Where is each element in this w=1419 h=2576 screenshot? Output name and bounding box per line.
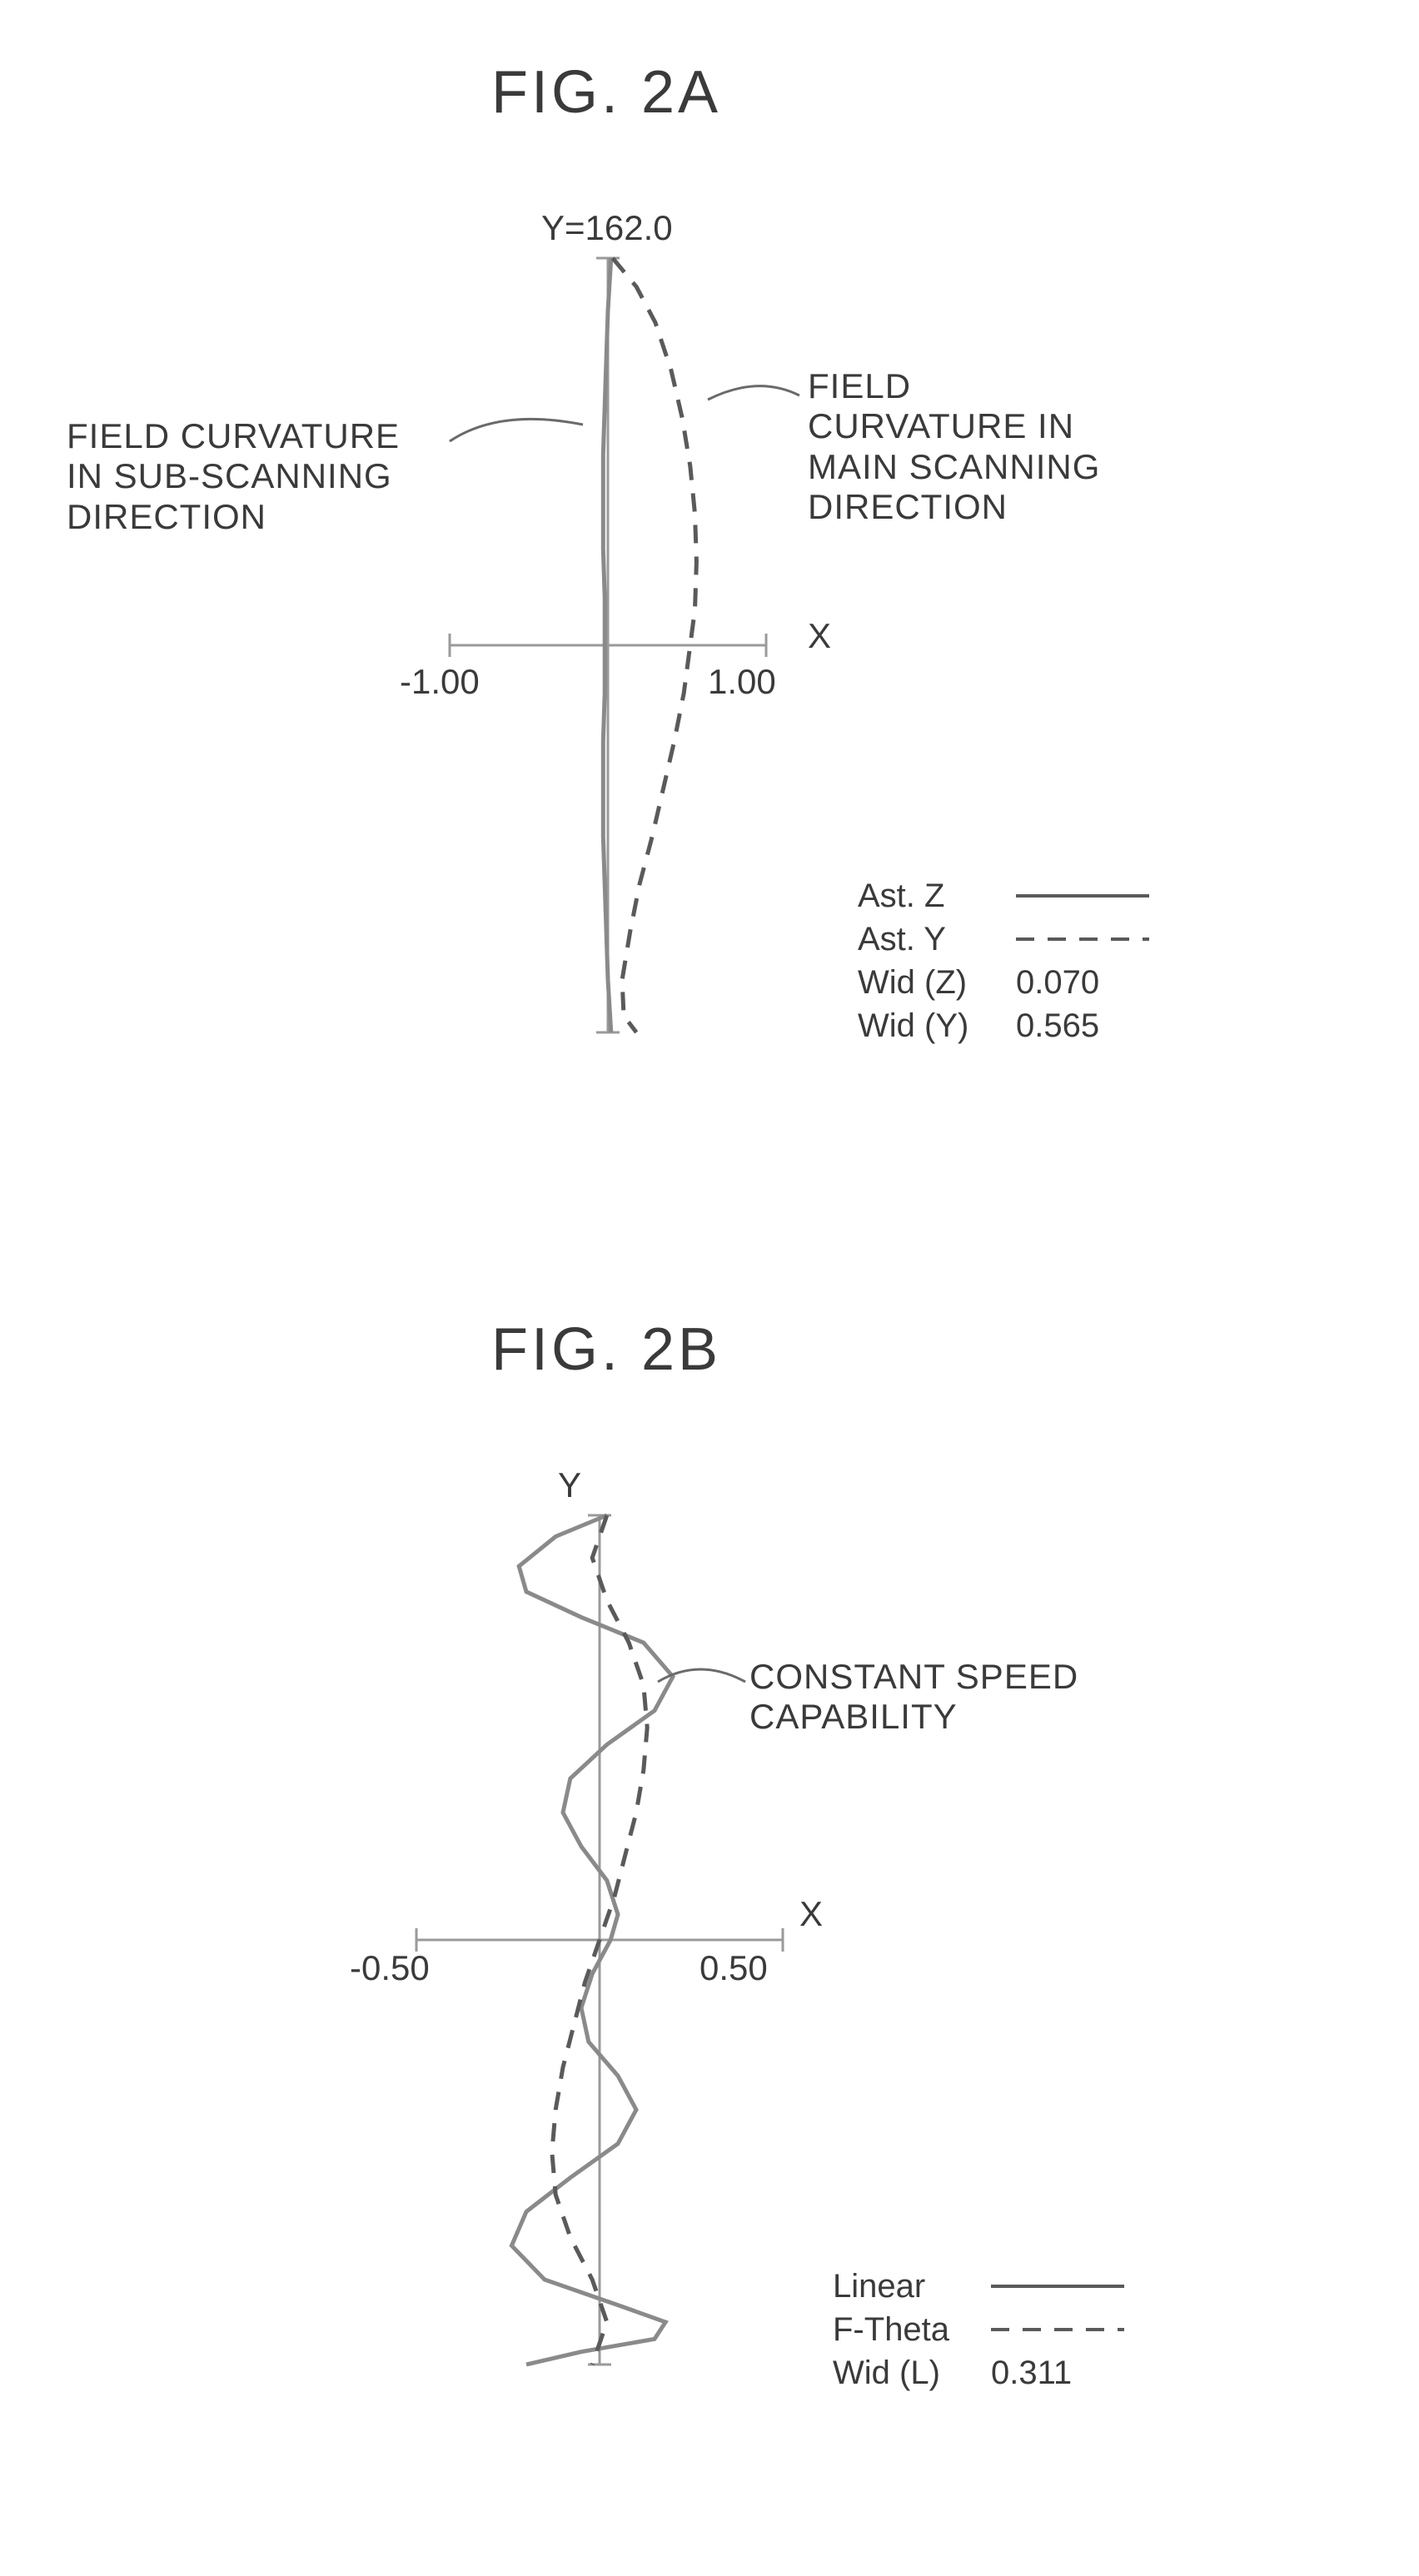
legend-line-sample (991, 2321, 1124, 2338)
fig-2b-lead-lines (0, 0, 1419, 2576)
legend-label: Wid (L) (833, 2355, 974, 2392)
legend-line-sample (991, 2278, 1124, 2295)
legend-value: 0.311 (991, 2355, 1072, 2392)
legend-row: F-Theta (833, 2308, 1124, 2351)
fig-2b-xtick-pos: 0.50 (700, 1948, 768, 1988)
legend-label: F-Theta (833, 2311, 974, 2349)
fig-2b-x-axis-label: X (799, 1894, 823, 1934)
legend-label: Linear (833, 2268, 974, 2305)
fig-2b-legend: Linear F-Theta Wid (L) 0.311 (833, 2265, 1124, 2394)
legend-row: Linear (833, 2265, 1124, 2308)
fig-2b-xtick-neg: -0.50 (350, 1948, 430, 1988)
page: FIG. 2A Y=162.0 FIELD CURVATURE IN SUB-S… (0, 0, 1419, 2576)
legend-row: Wid (L) 0.311 (833, 2351, 1124, 2394)
